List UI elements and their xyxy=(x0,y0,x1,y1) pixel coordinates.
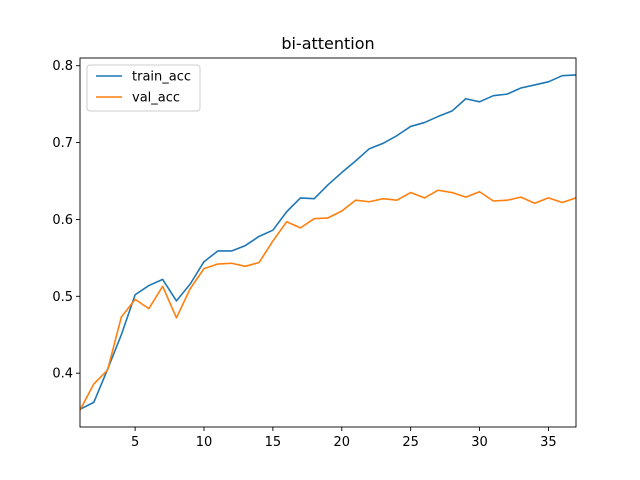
x-tick-label: 30 xyxy=(471,435,488,450)
axes-frame xyxy=(79,57,577,428)
y-tick-label: 0.8 xyxy=(52,59,73,74)
y-tick-label: 0.5 xyxy=(52,290,73,305)
x-tick-label: 10 xyxy=(196,435,213,450)
y-tick-label: 0.6 xyxy=(52,213,73,228)
x-tick-label: 5 xyxy=(131,435,139,450)
axes: 5 10 15 20 25 30 35 0.4 0.5 0.6 0.7 0.8 xyxy=(52,57,577,450)
legend-label-train-acc: train_acc xyxy=(132,70,191,85)
y-tick-label: 0.4 xyxy=(52,367,73,382)
x-tick-label: 20 xyxy=(334,435,351,450)
y-tick-label: 0.7 xyxy=(52,136,73,151)
legend: train_acc val_acc xyxy=(86,64,201,112)
x-tick-label: 25 xyxy=(402,435,419,450)
chart-title: bi-attention xyxy=(281,34,374,53)
series-line-train-acc xyxy=(80,74,576,411)
x-tick-label: 35 xyxy=(540,435,557,450)
x-tick-label: 15 xyxy=(265,435,282,450)
series-line-val-acc xyxy=(80,189,576,411)
legend-label-val-acc: val_acc xyxy=(132,91,180,106)
plot-area xyxy=(80,74,576,411)
